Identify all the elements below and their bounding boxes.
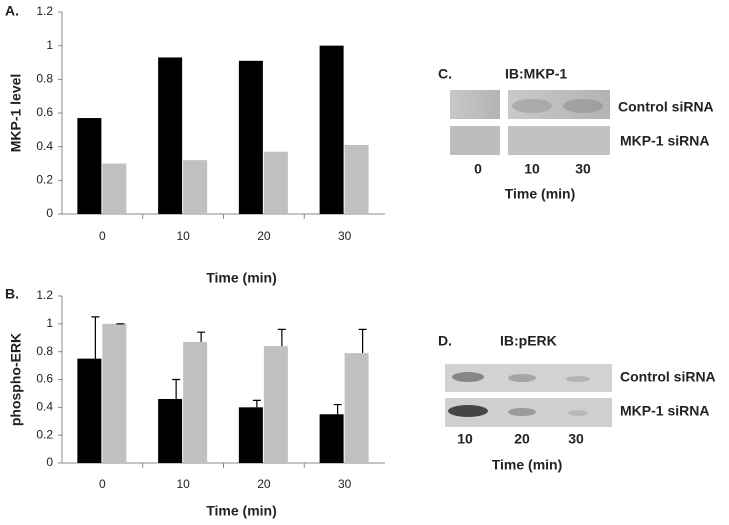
blot-band bbox=[563, 99, 603, 113]
bar bbox=[102, 323, 127, 463]
lane-label: 30 bbox=[575, 161, 591, 177]
bar bbox=[319, 45, 344, 214]
panel-label: C. bbox=[438, 66, 452, 82]
bar bbox=[238, 407, 263, 463]
x-tick-label: 20 bbox=[257, 229, 271, 243]
y-tick-label: 0.6 bbox=[36, 105, 53, 119]
y-axis-label: phospho-ERK bbox=[8, 333, 24, 426]
x-tick-label: 30 bbox=[338, 229, 352, 243]
blot-band bbox=[452, 372, 484, 382]
x-tick-label: 10 bbox=[176, 477, 190, 491]
blot-band bbox=[568, 410, 588, 416]
lane-label: 20 bbox=[514, 431, 530, 447]
lane-label: 0 bbox=[474, 161, 482, 177]
y-tick-label: 0.4 bbox=[36, 139, 53, 153]
y-tick-label: 1 bbox=[46, 316, 53, 330]
x-axis-label: Time (min) bbox=[206, 270, 277, 286]
error-bar bbox=[277, 328, 286, 347]
error-bar bbox=[197, 331, 206, 342]
bar bbox=[102, 163, 127, 214]
row-label: Control siRNA bbox=[618, 99, 714, 115]
blot-title: IB:pERK bbox=[500, 333, 557, 349]
panel-label: A. bbox=[5, 3, 19, 19]
y-tick-label: 1.2 bbox=[36, 4, 53, 18]
blot-x-label: Time (min) bbox=[492, 457, 563, 473]
blot-band bbox=[448, 405, 488, 417]
y-tick-label: 0.6 bbox=[36, 372, 53, 386]
x-tick-label: 20 bbox=[257, 477, 271, 491]
blot-band bbox=[508, 374, 536, 382]
blot-band bbox=[508, 408, 536, 416]
blot-x-label: Time (min) bbox=[505, 186, 576, 202]
bar bbox=[319, 414, 344, 463]
blot-strip bbox=[450, 126, 500, 155]
bar bbox=[183, 341, 208, 463]
y-tick-label: 1 bbox=[46, 38, 53, 52]
row-label: Control siRNA bbox=[620, 369, 716, 385]
lane-label: 10 bbox=[524, 161, 540, 177]
bar bbox=[344, 144, 369, 214]
blot-strip bbox=[508, 126, 610, 155]
bar bbox=[344, 353, 369, 463]
error-bar bbox=[333, 403, 342, 415]
blot-band bbox=[566, 376, 590, 382]
y-tick-label: 0.2 bbox=[36, 173, 53, 187]
panel-label: D. bbox=[438, 333, 452, 349]
x-tick-label: 0 bbox=[99, 229, 106, 243]
bar bbox=[263, 151, 288, 214]
error-bar bbox=[252, 399, 261, 408]
bar bbox=[158, 57, 183, 215]
y-tick-label: 0.4 bbox=[36, 400, 53, 414]
x-tick-label: 0 bbox=[99, 477, 106, 491]
lane-label: 30 bbox=[568, 431, 584, 447]
bar bbox=[238, 60, 263, 214]
bar bbox=[77, 118, 102, 214]
y-tick-label: 0.8 bbox=[36, 344, 53, 358]
x-axis-label: Time (min) bbox=[206, 503, 277, 519]
y-tick-label: 0 bbox=[46, 206, 53, 220]
lane-label: 10 bbox=[457, 431, 473, 447]
blot-band bbox=[512, 99, 552, 113]
y-tick-label: 0.8 bbox=[36, 72, 53, 86]
y-tick-label: 1.2 bbox=[36, 288, 53, 302]
bar bbox=[158, 398, 183, 463]
row-label: MKP-1 siRNA bbox=[620, 133, 709, 149]
bar bbox=[263, 346, 288, 463]
error-bar bbox=[91, 316, 100, 359]
x-tick-label: 30 bbox=[338, 477, 352, 491]
panel-label: B. bbox=[5, 286, 19, 302]
row-label: MKP-1 siRNA bbox=[620, 403, 709, 419]
y-tick-label: 0.2 bbox=[36, 427, 53, 441]
error-bar bbox=[358, 328, 367, 354]
blot-strip bbox=[450, 90, 500, 119]
y-axis-label: MKP-1 level bbox=[8, 74, 24, 153]
error-bar bbox=[172, 378, 181, 399]
blot-title: IB:MKP-1 bbox=[505, 66, 567, 82]
bar bbox=[183, 160, 208, 214]
x-tick-label: 10 bbox=[176, 229, 190, 243]
y-tick-label: 0 bbox=[46, 455, 53, 469]
bar bbox=[77, 358, 102, 463]
